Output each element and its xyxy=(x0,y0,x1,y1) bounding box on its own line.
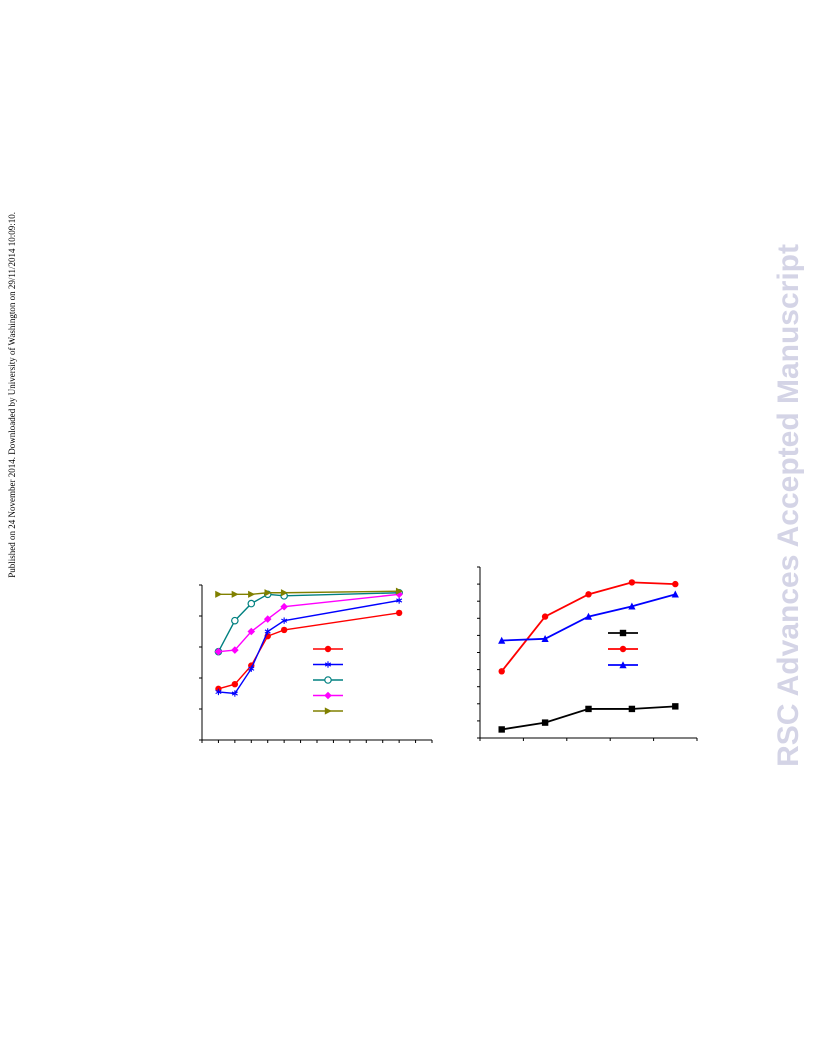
chart-2-series-1-point xyxy=(541,719,549,726)
chart-1-series-1-point xyxy=(231,681,239,688)
chart-1-series-5-point xyxy=(231,590,239,598)
chart-1-series-2-point xyxy=(281,617,288,624)
chart-1-legend-marker-2 xyxy=(324,661,332,668)
chart-1-series-4-point xyxy=(247,627,256,636)
chart-1-series-5-point xyxy=(264,589,272,597)
chart-1-series-3-point xyxy=(231,616,239,625)
chart-1-series-2-point xyxy=(215,688,222,696)
chart-1-series-1-point xyxy=(395,609,403,617)
chart-1-series-5-point xyxy=(280,589,288,597)
chart-2-series-1-point xyxy=(498,726,505,733)
chart-1-series-3-point xyxy=(247,599,256,608)
chart-1-series-4-point xyxy=(263,615,272,623)
chart-2-series-2-point xyxy=(541,613,549,620)
chart-1-series-1-point xyxy=(280,626,288,634)
chart-1-series-4-point xyxy=(231,646,239,654)
chart-2-series-1-point xyxy=(672,703,679,710)
chart-1-series-2-line xyxy=(218,599,400,695)
chart-2-series-1-point xyxy=(585,705,592,713)
chart-2-series-3-point xyxy=(628,602,636,610)
chart-1-series-4-point xyxy=(280,602,288,611)
chart-2-series-3-point xyxy=(671,590,679,598)
chart-2-series-2-point xyxy=(628,579,636,586)
chart-1-series-3-line xyxy=(217,592,400,652)
chart-1-legend-marker-5 xyxy=(324,707,332,715)
chart-2-series-3-point xyxy=(541,635,549,643)
chart-1-legend-marker-3 xyxy=(324,676,332,684)
chart-1-legend-marker-4 xyxy=(324,691,332,700)
chart-2-series-3-point xyxy=(498,636,506,644)
chart-1-series-2-point xyxy=(248,665,255,672)
chart-2-series-2-point xyxy=(672,580,679,588)
chart-1-series-2-point xyxy=(264,628,271,635)
chart-1-series-2-point xyxy=(396,597,403,604)
chart-2-series-1-point xyxy=(628,705,636,713)
chart-1-series-5-point xyxy=(248,590,256,598)
chart-2-series-3-point xyxy=(584,612,593,620)
chart-1-series-5-point xyxy=(395,587,403,595)
chart-2-series-2-point xyxy=(585,591,592,598)
chart-2-legend-marker-3 xyxy=(619,661,627,669)
chart-2-legend-marker-2 xyxy=(619,645,627,653)
chart-2-series-2-point xyxy=(498,668,505,675)
chart-1-series-2-point xyxy=(231,690,238,697)
chart-1-series-5-point xyxy=(215,590,223,598)
chart-1-legend-marker-1 xyxy=(324,645,332,653)
chart-1-series-4-point xyxy=(214,647,223,656)
chart-2-legend-marker-1 xyxy=(619,629,627,637)
